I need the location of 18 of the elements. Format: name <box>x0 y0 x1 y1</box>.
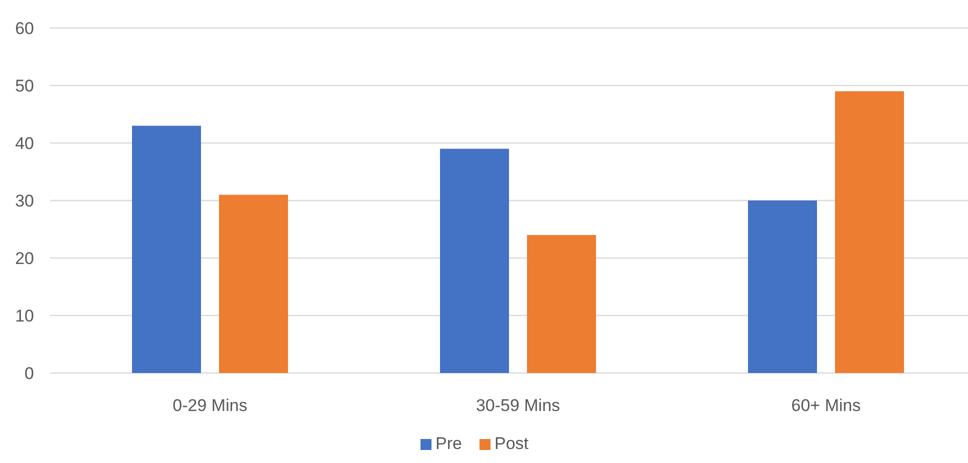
legend-label: Pre <box>436 434 462 453</box>
y-tick-label: 20 <box>15 248 34 268</box>
bar <box>835 91 904 373</box>
y-tick-label: 40 <box>15 134 34 153</box>
y-tick-label: 60 <box>15 18 34 38</box>
y-tick-label: 0 <box>24 364 34 383</box>
bar <box>132 126 201 373</box>
bar <box>527 235 596 373</box>
y-tick-label: 50 <box>15 76 34 96</box>
bar <box>748 200 817 373</box>
x-tick-label: 30-59 Mins <box>476 396 560 415</box>
x-tick-label: 0-29 Mins <box>172 396 248 415</box>
x-tick-label: 60+ Mins <box>791 396 861 415</box>
y-tick-label: 10 <box>15 306 34 326</box>
y-tick-label: 30 <box>15 191 34 210</box>
bar <box>440 148 509 373</box>
legend-label: Post <box>494 434 529 453</box>
bar <box>219 194 288 373</box>
